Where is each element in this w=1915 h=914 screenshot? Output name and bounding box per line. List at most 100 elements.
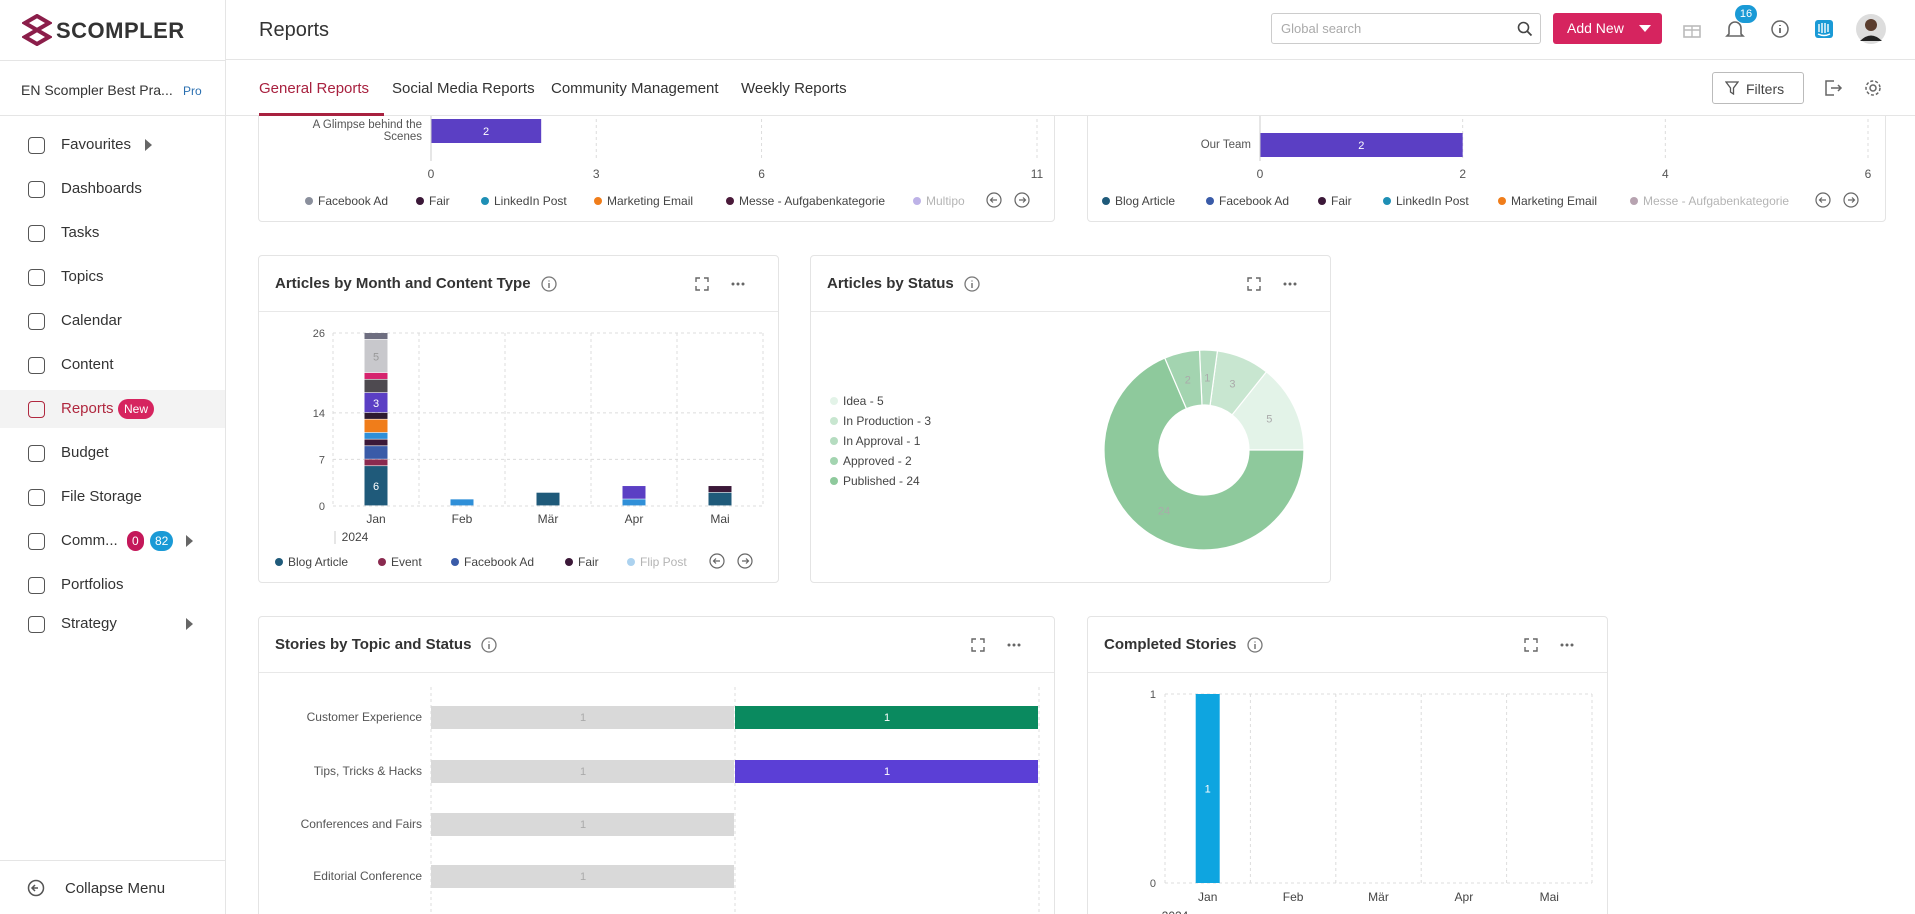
legend-swatch: [305, 197, 313, 205]
bar-segment: [536, 492, 560, 506]
legend-page-arrow: [1848, 197, 1856, 203]
expand-icon[interactable]: [1524, 638, 1538, 652]
avatar[interactable]: [1856, 14, 1886, 44]
collapse-menu[interactable]: Collapse Menu: [0, 860, 225, 914]
expand-icon[interactable]: [1247, 277, 1261, 291]
x-tick-label: Mai: [710, 512, 729, 526]
workspace[interactable]: EN Scompler Best Pra... Pro: [0, 60, 225, 116]
legend-swatch: [1102, 197, 1110, 205]
settings-icon[interactable]: [1863, 78, 1883, 98]
info-icon[interactable]: [541, 276, 557, 292]
workspace-name: EN Scompler Best Pra...: [21, 82, 173, 98]
bar-value-label: 2: [483, 126, 489, 138]
x-tick-label: 4: [1662, 167, 1669, 181]
nav-item[interactable]: Calendar: [0, 302, 225, 340]
bar-segment: [708, 492, 732, 506]
nav-item[interactable]: Reports New: [0, 390, 225, 428]
tab[interactable]: Weekly Reports: [741, 80, 847, 97]
workspace-plan: Pro: [183, 84, 202, 98]
tab[interactable]: Social Media Reports: [392, 80, 535, 97]
info-icon[interactable]: [1769, 18, 1791, 40]
legend-label: Flip Post: [640, 555, 687, 569]
legend-page-button[interactable]: [1815, 192, 1831, 208]
nav-icon: [28, 313, 45, 330]
nav-item[interactable]: Portfolios: [0, 566, 225, 604]
report-card: 0 2 4 6 2 Blog Article Facebook Ad Fair LinkedIn…: [1087, 116, 1886, 222]
legend-swatch: [726, 197, 734, 205]
expand-icon[interactable]: [971, 638, 985, 652]
legend-label: Facebook Ad: [318, 194, 388, 208]
nav-item[interactable]: Dashboards: [0, 170, 225, 208]
y-tick-label: 0: [319, 501, 325, 513]
nav-icon: [28, 533, 45, 550]
filters-button[interactable]: Filters: [1712, 72, 1804, 104]
legend-page-button[interactable]: [986, 192, 1002, 208]
legend-page-button[interactable]: [1843, 192, 1859, 208]
add-new-button[interactable]: Add New: [1553, 13, 1662, 44]
legend-label: Facebook Ad: [1219, 194, 1289, 208]
legend-swatch: [830, 477, 838, 485]
more-dot: [1565, 643, 1569, 647]
search-placeholder: Global search: [1281, 21, 1362, 36]
segment-label: 1: [580, 871, 586, 883]
nav-item[interactable]: File Storage: [0, 478, 225, 516]
segment-label: 1: [580, 766, 586, 778]
nav-icon: [28, 445, 45, 462]
more-dot: [1283, 282, 1287, 286]
tab[interactable]: Community Management: [551, 80, 719, 97]
bar-segment: [708, 486, 732, 493]
caret: [1639, 25, 1651, 32]
nav-item[interactable]: Budget: [0, 434, 225, 472]
tab[interactable]: General Reports: [259, 80, 370, 97]
nav-item[interactable]: Topics: [0, 258, 225, 296]
legend-page-button[interactable]: [1014, 192, 1030, 208]
nav-icon: [28, 269, 45, 286]
slice-label: 3: [1229, 378, 1235, 390]
gift-icon[interactable]: [1681, 18, 1703, 40]
legend-swatch: [830, 437, 838, 445]
legend-page-button[interactable]: [709, 553, 725, 569]
chart: Customer Experience 1 1 Tips, Tricks & Hack…: [301, 637, 1040, 914]
nav-item[interactable]: Comm... 0 82: [0, 522, 225, 560]
report-card: Articles by Status 5 Idea - 5 3 In Producti…: [810, 255, 1331, 583]
info-icon[interactable]: [1247, 637, 1263, 653]
legend-swatch: [1318, 197, 1326, 205]
nav-icon: [28, 616, 45, 633]
more-dot: [1293, 282, 1297, 286]
x-tick-label: 6: [1865, 167, 1872, 181]
app-icon[interactable]: [1813, 18, 1835, 40]
info-icon[interactable]: [964, 276, 980, 292]
card-header: Stories by Topic and Status: [259, 617, 1054, 673]
legend-label: Facebook Ad: [464, 555, 534, 569]
legend-swatch: [565, 558, 573, 566]
legend-swatch: [830, 397, 838, 405]
nav-item[interactable]: Strategy: [0, 605, 225, 643]
legend-page-arrow: [742, 558, 750, 564]
bell-icon[interactable]: [1724, 18, 1746, 40]
legend-label: LinkedIn Post: [1396, 194, 1469, 208]
tab-bar: General Reports Social Media Reports Commu…: [226, 60, 1915, 116]
info-icon[interactable]: [481, 637, 497, 653]
export-icon[interactable]: [1823, 78, 1843, 98]
legend-swatch: [627, 558, 635, 566]
nav-label: Content: [61, 356, 114, 373]
nav-item[interactable]: Content: [0, 346, 225, 384]
nav-label: Favourites: [61, 136, 132, 153]
nav-badge: 82: [150, 531, 174, 551]
nav-item[interactable]: Favourites: [0, 126, 225, 164]
expand-icon[interactable]: [695, 277, 709, 291]
report-card: 0 3 6 11 2 Facebook Ad Fair LinkedIn Post Market…: [258, 116, 1055, 222]
nav-label: Topics: [61, 268, 104, 285]
legend-label: Marketing Email: [1511, 194, 1597, 208]
nav-item[interactable]: Tasks: [0, 214, 225, 252]
y-tick-label: 7: [319, 454, 325, 466]
global-search[interactable]: Global search: [1271, 13, 1541, 44]
nav-icon: [28, 181, 45, 198]
legend-label: Multipo: [926, 194, 965, 208]
nav-label: Reports: [61, 400, 114, 417]
bar-value-label: 2: [1358, 140, 1364, 152]
legend-page-button[interactable]: [737, 553, 753, 569]
category-label: Tips, Tricks & Hacks: [314, 764, 422, 778]
segment-label: 5: [373, 351, 379, 363]
